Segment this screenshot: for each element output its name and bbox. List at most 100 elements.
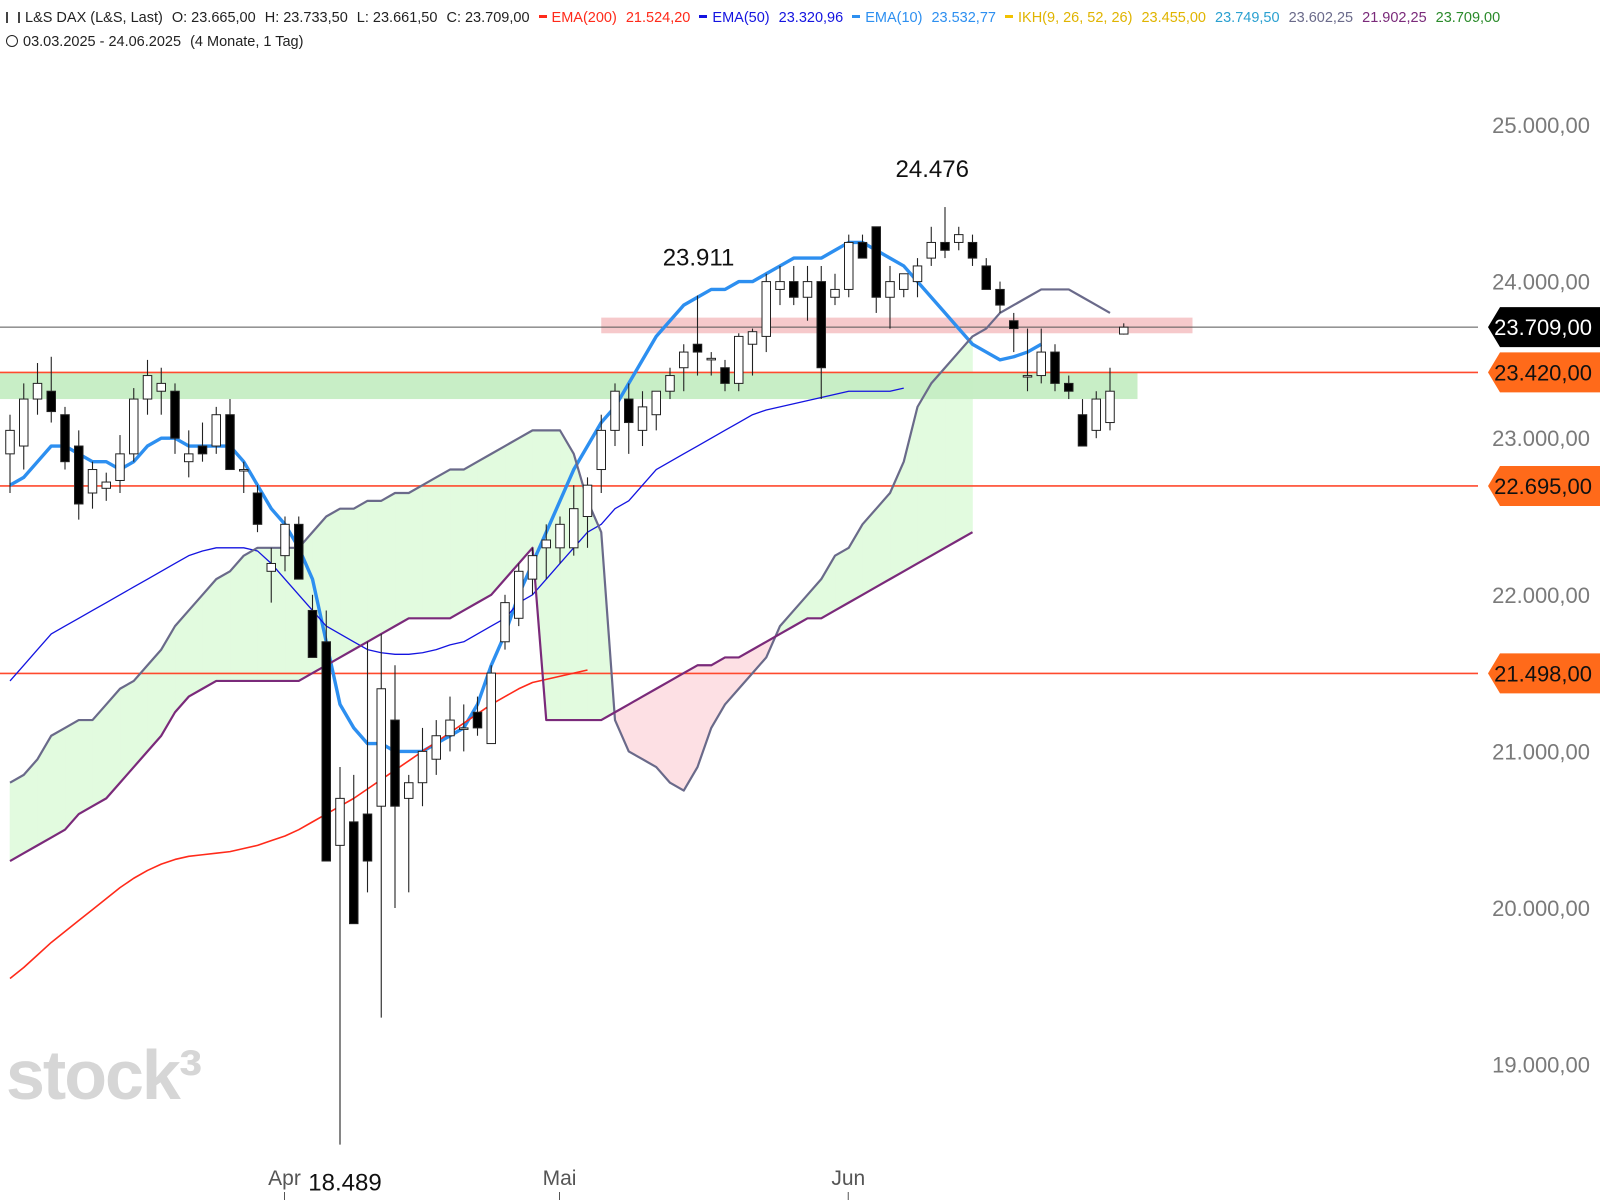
candle-body [679,351,689,369]
ema10-label[interactable]: EMA(10) [865,10,923,26]
cloud-segment [642,688,657,768]
header-row-ohlc: L&S DAX (L&S, Last) O: 23.665,00 H: 23.7… [6,8,1500,28]
candle-body [954,234,964,243]
candle-body [225,414,235,471]
candle-body [211,414,221,447]
clock-icon [6,35,18,47]
candle-body [294,523,304,580]
candle-body [734,335,744,384]
level-price-tag [1488,465,1600,506]
ema50-legend-icon [699,15,708,18]
x-axis: Apr Mai Jun [268,1167,865,1200]
ema50-label[interactable]: EMA(50) [712,10,770,26]
candle-body [156,382,166,392]
cloud-segment [917,382,932,564]
ikh-value-3: 23.602,25 [1288,10,1354,26]
x-tick-label: Apr [268,1167,301,1190]
ema200-legend-icon [538,15,547,18]
candle-body [747,331,758,345]
candle-body [789,281,799,298]
date-range[interactable]: 03.03.2025 - 24.06.2025 [23,34,182,50]
ema200-label[interactable]: EMA(200) [551,10,617,26]
low-value: L: 23.661,50 [356,10,438,26]
cloud-segment [9,774,25,862]
cloud-segment [834,547,850,611]
range-note: (4 Monate, 1 Tag) [190,34,304,50]
cloud-segment [958,335,973,541]
cloud-segment [820,554,836,619]
candle-body [871,226,881,298]
resistance-zone [601,317,1193,334]
watermark-text: stock³ [6,1036,202,1114]
cloud-segment [463,461,478,611]
candle-body [706,357,716,361]
candle-body [1009,320,1019,330]
cloud-segment [669,672,685,792]
y-tick-label: 22.000,00 [1492,583,1590,608]
candle-body [390,719,400,807]
ikh-value-5: 23.709,00 [1435,10,1501,26]
candle-body [844,241,854,290]
y-tick-label: 19.000,00 [1492,1053,1590,1078]
cloud-segment [435,469,451,619]
cloud-segment [697,664,712,768]
ikh-value-2: 23.749,50 [1215,10,1280,26]
candle-body [967,241,978,259]
candle-body [500,602,510,643]
price-tag-label: 23.709,00 [1494,315,1592,340]
cloud-segment [37,734,52,846]
candle-body [830,288,840,298]
last-price-tag [1488,307,1600,348]
candle-body [514,570,524,619]
candle-body [816,281,826,369]
candle-body [376,688,386,807]
cloud-segment [628,696,643,760]
annotations: 24.476 23.911 18.489 [308,156,969,1197]
price-tag-label: 23.420,00 [1494,360,1592,385]
candle-body [541,539,551,549]
cloud-segment [105,687,121,800]
ema-50-line [9,387,904,682]
cloud-segment [380,492,396,635]
cloud-segment [353,500,368,651]
ikh-label[interactable]: IKH(9, 26, 52, 26) [1018,10,1133,26]
candle-body [19,398,29,447]
chart-header: L&S DAX (L&S, Last) O: 23.665,00 H: 23.7… [6,8,1500,52]
candle-body [60,414,70,463]
cloud-segment [490,445,506,596]
price-tag-label: 22.695,00 [1494,474,1592,499]
candle-body [239,469,249,472]
cloud-segment [202,578,217,690]
price-zones [0,317,1193,400]
candle-body [129,398,139,455]
cloud-segment [133,664,148,768]
cloud-segment [64,719,80,831]
candle-body [569,508,579,549]
cloud-segment [243,547,258,682]
candle-body [1050,351,1060,384]
candle-body [582,484,593,517]
cloud-segment [174,609,190,714]
cloud-segment [422,476,437,619]
ema200-value: 21.524,20 [625,10,691,26]
support-zone [0,372,1138,400]
candle-body [431,735,441,760]
cloud-segment [119,680,135,784]
candle-body [349,821,359,925]
candle-body [362,813,373,862]
candle-body [885,281,895,298]
y-tick-label: 25.000,00 [1492,113,1590,138]
candle-body [335,797,345,846]
candle-body [74,445,84,505]
stock3-watermark: stock³ [6,1035,202,1115]
candle-body [899,273,909,290]
ikh-line-a-line [9,288,1111,792]
candles [5,207,1129,1145]
candle-body [761,281,771,337]
candle-body [404,782,414,799]
y-tick-label: 23.000,00 [1492,426,1590,451]
cloud-segment [50,727,66,839]
candle-body [32,382,43,400]
annotation-label: 23.911 [663,245,735,272]
